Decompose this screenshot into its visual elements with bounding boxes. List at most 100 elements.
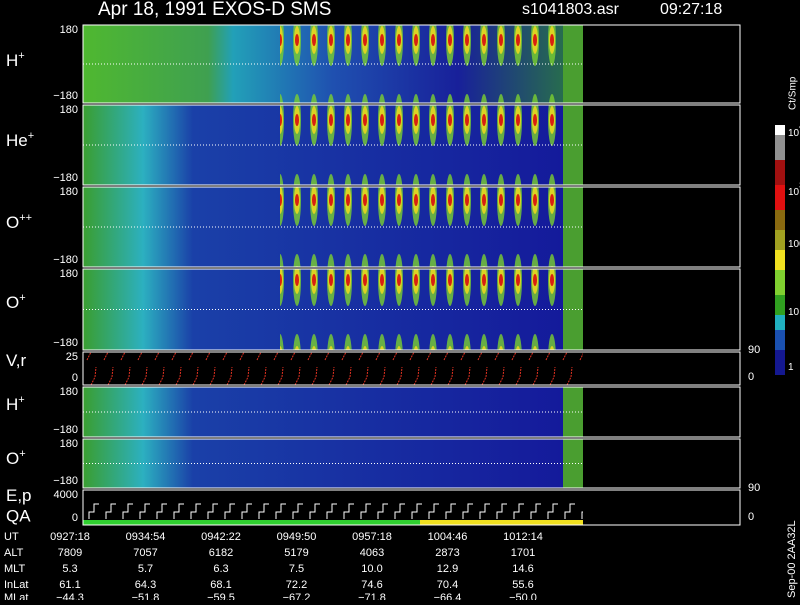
colorbar-label-base: 10	[788, 187, 800, 198]
cell: 5.3	[62, 563, 77, 575]
footer: Sep-00 2AA32L	[786, 520, 798, 598]
y-min: −180	[53, 90, 78, 102]
cell: 64.3	[135, 579, 156, 591]
panel-label: O+	[6, 448, 26, 469]
cell: 74.6	[361, 579, 382, 591]
colorbar-title: Ct/Smp	[788, 76, 799, 110]
colorbar	[775, 125, 785, 375]
colorbar-label-base: 100	[788, 239, 800, 250]
cell: −50.0	[509, 592, 537, 600]
cell: 61.1	[59, 579, 80, 591]
panel-label: H+	[6, 50, 25, 71]
cell: 1004:46	[428, 531, 468, 543]
y-max: 4000	[54, 489, 78, 501]
title: Apr 18, 1991 EXOS-D SMS	[98, 0, 331, 20]
qa-bar	[83, 520, 420, 525]
panel-frame	[82, 104, 741, 186]
cell: 0949:50	[277, 531, 317, 543]
cell: 4063	[360, 547, 384, 559]
cell: −66.4	[434, 592, 462, 600]
cell: −51.8	[132, 592, 160, 600]
cell: 1012:14	[503, 531, 543, 543]
file-name: s1041803.asr	[522, 1, 620, 18]
y-max: 180	[60, 386, 78, 398]
panel-label: O+	[6, 292, 26, 313]
cell: 7809	[58, 547, 82, 559]
colorbar-cell	[775, 250, 785, 270]
y2-max: 90	[748, 482, 760, 494]
cell: 70.4	[437, 579, 458, 591]
panel-label-base: E,p	[6, 486, 32, 505]
colorbar-label: 10	[788, 307, 800, 318]
cell: 12.9	[437, 563, 458, 575]
y-min: −180	[53, 475, 78, 487]
cell: 10.0	[361, 563, 382, 575]
cell: 14.6	[512, 563, 533, 575]
colorbar-cell	[775, 185, 785, 210]
cell: 55.6	[512, 579, 533, 591]
steps	[83, 490, 583, 519]
cell: 68.1	[210, 579, 231, 591]
cell: 1701	[511, 547, 535, 559]
panel-frame	[82, 268, 741, 351]
panel-label: He+	[6, 130, 34, 151]
panel-label: H+	[6, 394, 25, 415]
colorbar-label: 104	[788, 122, 800, 139]
panel-frame	[82, 386, 741, 438]
panel-frame	[82, 24, 741, 104]
y-max: 180	[60, 268, 78, 280]
colorbar-cell	[775, 270, 785, 295]
panel-label-base: O	[6, 213, 19, 232]
panel-label-sup: +	[19, 448, 25, 460]
sawtooth	[83, 352, 583, 385]
y-max: 180	[60, 438, 78, 450]
colorbar-cell	[775, 295, 785, 315]
colorbar-label: 103	[788, 181, 800, 198]
panel-label: O++	[6, 212, 32, 233]
colorbar-cell	[775, 125, 785, 135]
row-label: MLT	[4, 563, 25, 575]
colorbar-cell	[775, 160, 785, 185]
panel-label-sup: +	[18, 394, 24, 406]
colorbar-cell	[775, 350, 785, 375]
colorbar-cell	[775, 315, 785, 330]
row-label: InLat	[4, 579, 28, 591]
colorbar-label-base: 10	[788, 128, 800, 139]
cell: 6.3	[213, 563, 228, 575]
panels: H+180−180He+180−180O++180−180O+180−180V,…	[6, 24, 760, 526]
y2-min: 0	[748, 371, 754, 383]
y-min: −180	[53, 254, 78, 266]
cell: 7.5	[289, 563, 304, 575]
qa-bar	[420, 520, 583, 525]
panel-label-sup: +	[19, 292, 25, 304]
panel-label: E,p	[6, 486, 32, 505]
colorbar-cell	[775, 135, 785, 160]
panel-label-base: O	[6, 293, 19, 312]
cell: 0957:18	[352, 531, 392, 543]
cell: 0934:54	[126, 531, 166, 543]
panel-label-base: He	[6, 131, 28, 150]
colorbar-label-base: 1	[788, 362, 794, 373]
y-max: 180	[60, 24, 78, 36]
y-min: −180	[53, 337, 78, 349]
cell: −44.3	[56, 592, 84, 600]
cell: 0927:18	[50, 531, 90, 543]
cell: 5.7	[138, 563, 153, 575]
panel-frame	[82, 489, 741, 526]
y-max: 180	[60, 186, 78, 198]
cell: 0942:22	[201, 531, 241, 543]
time: 09:27:18	[660, 1, 722, 18]
y-min: −180	[53, 172, 78, 184]
panel-label-base: H	[6, 395, 18, 414]
colorbar-label-base: 10	[788, 307, 800, 318]
colorbar-cell	[775, 210, 785, 230]
cell: −71.8	[358, 592, 386, 600]
panel-label-sup: +	[28, 130, 34, 142]
panel-label-base: O	[6, 449, 19, 468]
cell: 2873	[435, 547, 459, 559]
panel-label-base: V,r	[6, 351, 27, 370]
cell: 7057	[133, 547, 157, 559]
y-min: −180	[53, 424, 78, 436]
y2-min: 0	[748, 511, 754, 523]
